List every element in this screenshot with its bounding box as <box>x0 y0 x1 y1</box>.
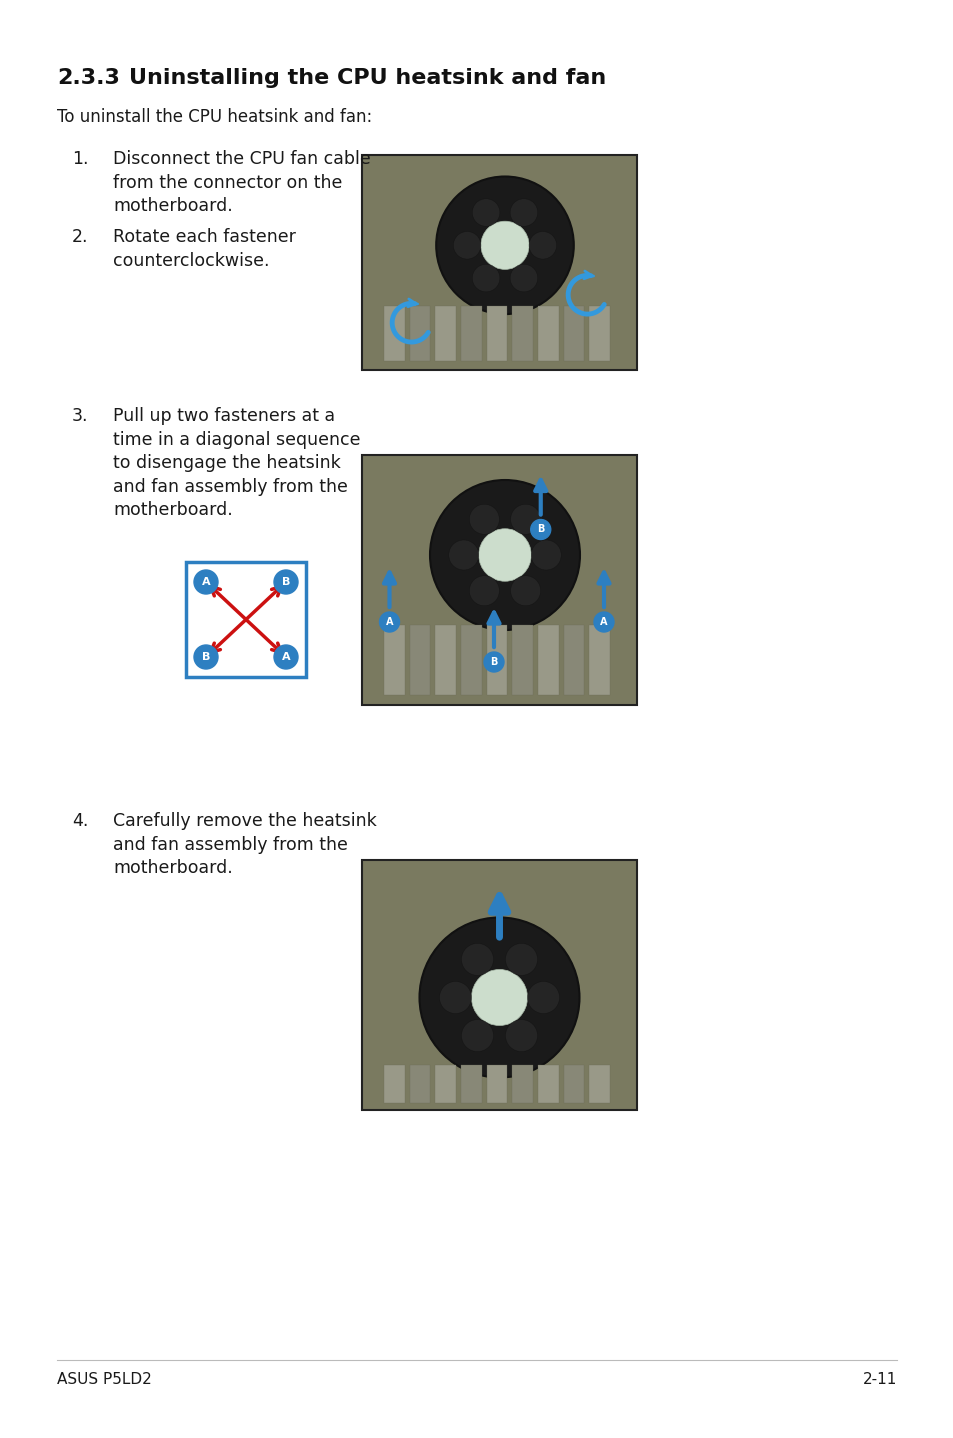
Bar <box>563 626 583 695</box>
Bar <box>589 305 609 361</box>
Bar <box>486 626 507 695</box>
Circle shape <box>461 1020 493 1051</box>
Circle shape <box>531 541 560 569</box>
Circle shape <box>436 177 573 313</box>
Bar <box>486 1066 507 1103</box>
Bar <box>460 1066 481 1103</box>
Circle shape <box>529 232 556 259</box>
Circle shape <box>510 198 537 226</box>
Circle shape <box>193 646 218 669</box>
Bar <box>435 1066 456 1103</box>
Text: A: A <box>281 651 290 661</box>
Circle shape <box>472 198 499 226</box>
Circle shape <box>483 651 503 672</box>
Circle shape <box>453 232 480 259</box>
Text: B: B <box>281 577 290 587</box>
Circle shape <box>193 569 218 594</box>
Bar <box>384 626 404 695</box>
Circle shape <box>510 575 540 605</box>
Bar <box>512 1066 533 1103</box>
Circle shape <box>505 1020 537 1051</box>
Text: 1.: 1. <box>71 150 89 168</box>
Bar <box>361 155 637 370</box>
Bar <box>460 305 481 361</box>
Text: 3.: 3. <box>71 407 89 426</box>
Bar <box>512 626 533 695</box>
Text: A: A <box>385 617 393 627</box>
Circle shape <box>530 519 550 539</box>
Text: ASUS P5LD2: ASUS P5LD2 <box>57 1372 152 1388</box>
Bar <box>186 562 306 677</box>
Bar <box>537 1066 558 1103</box>
Text: B: B <box>202 651 210 661</box>
Bar <box>384 1066 404 1103</box>
Bar <box>435 626 456 695</box>
Text: Disconnect the CPU fan cable
from the connector on the
motherboard.: Disconnect the CPU fan cable from the co… <box>112 150 371 216</box>
Circle shape <box>471 969 527 1025</box>
Circle shape <box>274 646 297 669</box>
Circle shape <box>594 613 614 631</box>
Bar <box>384 305 404 361</box>
Bar <box>361 454 637 705</box>
Text: B: B <box>490 657 497 667</box>
Circle shape <box>448 541 478 569</box>
Bar <box>486 305 507 361</box>
Bar <box>435 305 456 361</box>
Text: 2-11: 2-11 <box>862 1372 896 1388</box>
Bar <box>589 626 609 695</box>
Text: Pull up two fasteners at a
time in a diagonal sequence
to disengage the heatsink: Pull up two fasteners at a time in a dia… <box>112 407 360 519</box>
Circle shape <box>480 221 529 269</box>
Text: Uninstalling the CPU heatsink and fan: Uninstalling the CPU heatsink and fan <box>129 68 605 88</box>
Text: 2.: 2. <box>71 229 89 246</box>
Circle shape <box>510 265 537 292</box>
Circle shape <box>419 917 578 1077</box>
Circle shape <box>461 943 493 975</box>
Bar <box>563 1066 583 1103</box>
Bar <box>409 305 430 361</box>
Bar <box>460 626 481 695</box>
Circle shape <box>469 575 498 605</box>
Circle shape <box>472 265 499 292</box>
Text: A: A <box>201 577 210 587</box>
Text: 4.: 4. <box>71 812 89 830</box>
Text: To uninstall the CPU heatsink and fan:: To uninstall the CPU heatsink and fan: <box>57 108 372 127</box>
Circle shape <box>430 480 579 630</box>
Bar <box>537 626 558 695</box>
Circle shape <box>439 982 471 1014</box>
Bar <box>589 1066 609 1103</box>
Circle shape <box>510 505 540 535</box>
Circle shape <box>379 613 399 631</box>
Bar <box>409 626 430 695</box>
Circle shape <box>505 943 537 975</box>
Text: 2.3.3: 2.3.3 <box>57 68 120 88</box>
Text: B: B <box>537 525 544 535</box>
Bar <box>361 860 637 1110</box>
Text: Rotate each fastener
counterclockwise.: Rotate each fastener counterclockwise. <box>112 229 295 269</box>
Circle shape <box>527 982 558 1014</box>
Bar <box>512 305 533 361</box>
Bar <box>563 305 583 361</box>
Text: Carefully remove the heatsink
and fan assembly from the
motherboard.: Carefully remove the heatsink and fan as… <box>112 812 376 877</box>
Bar <box>409 1066 430 1103</box>
Text: A: A <box>599 617 607 627</box>
Circle shape <box>478 529 531 581</box>
Circle shape <box>469 505 498 535</box>
Bar <box>537 305 558 361</box>
Circle shape <box>274 569 297 594</box>
